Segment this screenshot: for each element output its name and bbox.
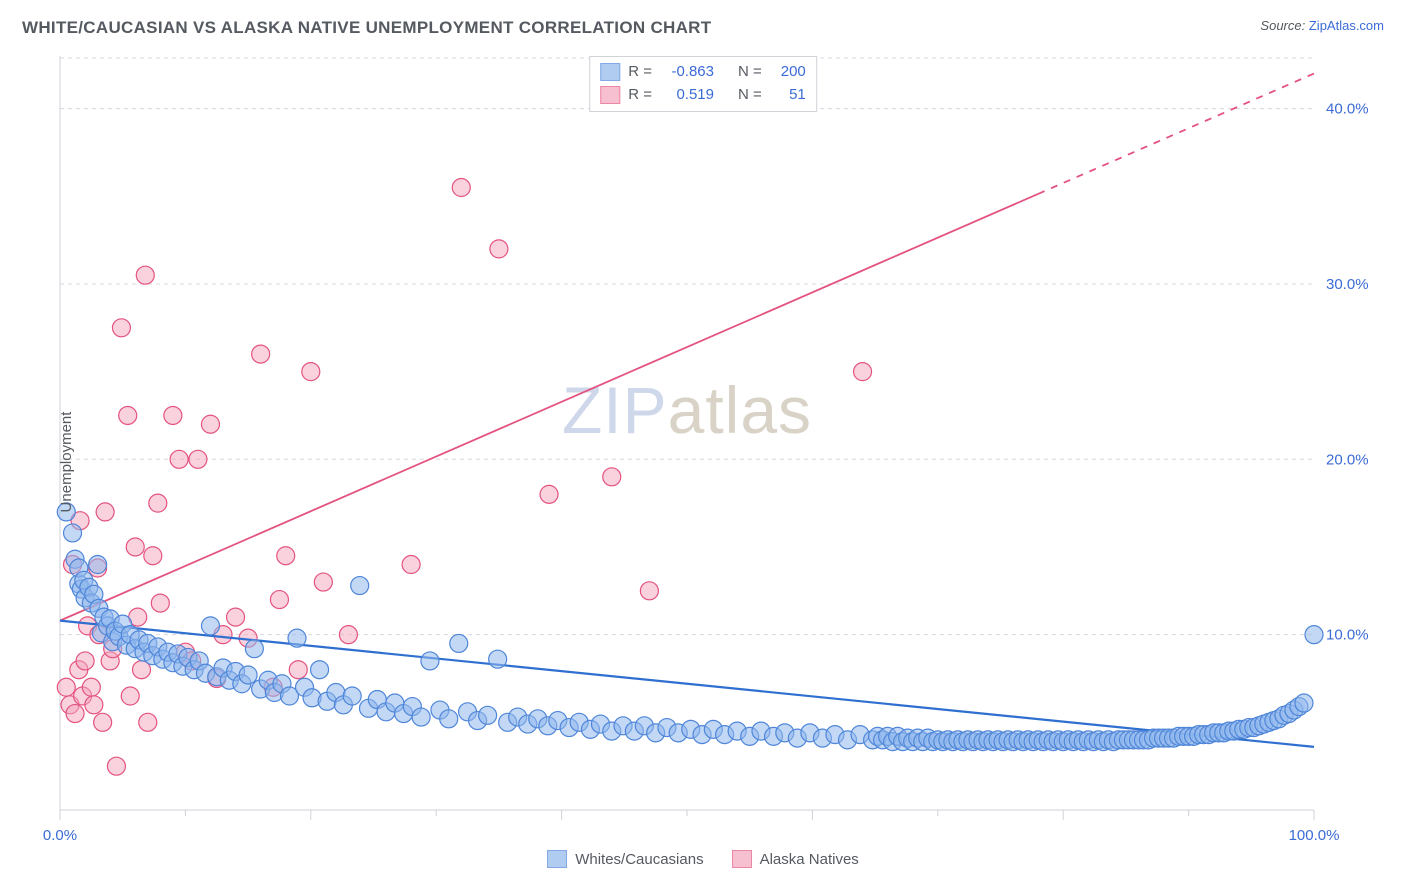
svg-text:10.0%: 10.0% [1326,627,1369,644]
legend-item-whites: Whites/Caucasians [547,850,703,868]
source-link[interactable]: ZipAtlas.com [1309,18,1384,33]
stats-legend: R = -0.863 N = 200 R = 0.519 N = 51 [589,56,817,112]
r-value-alaska: 0.519 [660,84,714,107]
source-attribution: Source: ZipAtlas.com [1260,18,1384,33]
svg-text:ZIPatlas: ZIPatlas [562,373,812,447]
n-value-whites: 200 [770,61,806,84]
source-label: Source: [1260,18,1305,33]
svg-text:100.0%: 100.0% [1289,827,1340,844]
legend-swatch-alaska [732,850,752,868]
series-legend: Whites/Caucasians Alaska Natives [22,850,1384,872]
svg-text:20.0%: 20.0% [1326,451,1369,468]
y-axis-label: Unemployment [58,412,75,513]
legend-label-whites: Whites/Caucasians [575,851,703,868]
swatch-whites [600,63,620,81]
legend-label-alaska: Alaska Natives [760,851,859,868]
correlation-chart: 10.0% 20.0% 30.0% 40.0% 0.0% 100.0% ZIPatlas [22,52,1384,872]
n-label: N = [738,61,762,84]
svg-text:0.0%: 0.0% [43,827,77,844]
stats-row-alaska: R = 0.519 N = 51 [600,84,806,107]
swatch-alaska [600,86,620,104]
svg-text:30.0%: 30.0% [1326,276,1369,293]
r-label: R = [628,84,652,107]
chart-title: WHITE/CAUCASIAN VS ALASKA NATIVE UNEMPLO… [22,18,711,37]
n-label: N = [738,84,762,107]
legend-swatch-whites [547,850,567,868]
r-value-whites: -0.863 [660,61,714,84]
r-label: R = [628,61,652,84]
stats-row-whites: R = -0.863 N = 200 [600,61,806,84]
n-value-alaska: 51 [770,84,806,107]
svg-text:40.0%: 40.0% [1326,101,1369,118]
legend-item-alaska: Alaska Natives [732,850,859,868]
